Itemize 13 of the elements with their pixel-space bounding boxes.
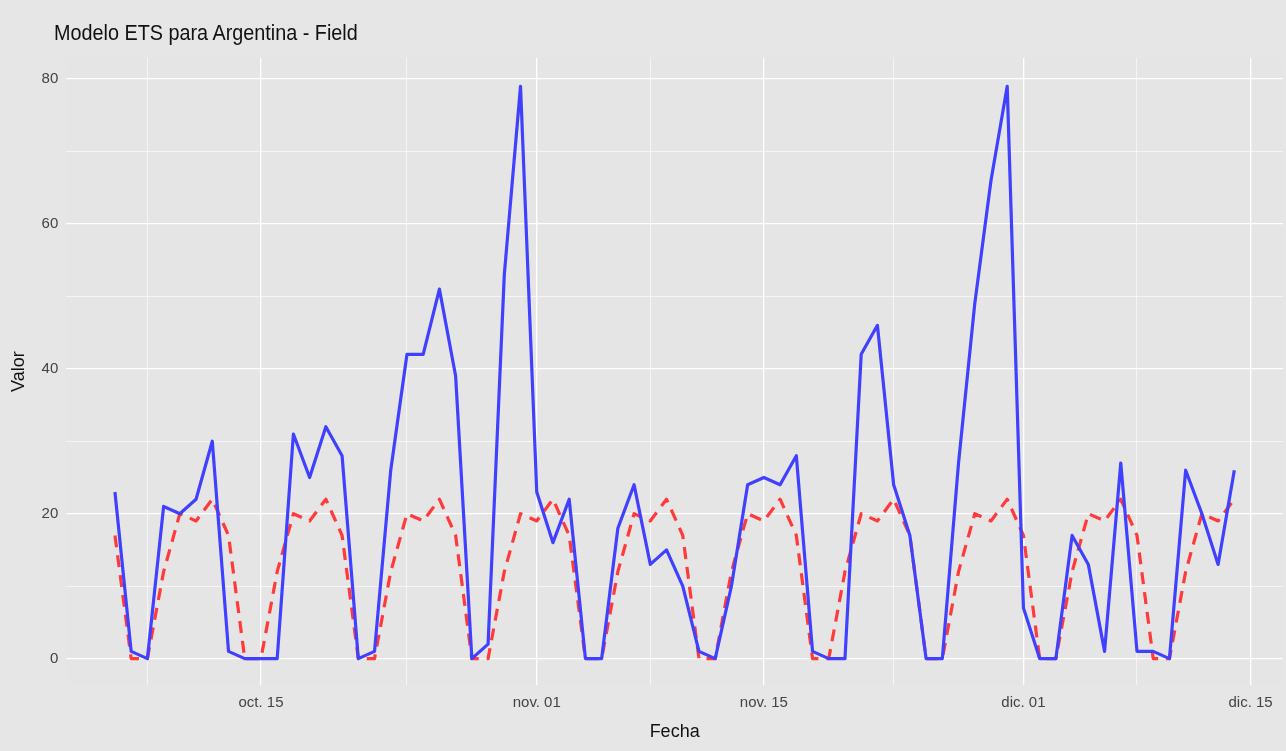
y-axis-title: Valor bbox=[7, 351, 28, 393]
y-tick-label: 80 bbox=[41, 69, 59, 87]
y-tick-label: 0 bbox=[49, 648, 59, 666]
x-axis-title: Fecha bbox=[649, 721, 701, 742]
x-tick-label: oct. 15 bbox=[238, 692, 284, 710]
x-tick-label: nov. 01 bbox=[512, 692, 561, 710]
x-tick-label: dic. 01 bbox=[1001, 692, 1046, 710]
y-tick-label: 20 bbox=[41, 503, 59, 521]
chart-title: Modelo ETS para Argentina - Field bbox=[54, 20, 358, 46]
x-tick-label: nov. 15 bbox=[739, 692, 788, 710]
x-tick-label: dic. 15 bbox=[1228, 692, 1273, 710]
y-tick-label: 40 bbox=[41, 358, 59, 376]
y-tick-label: 60 bbox=[41, 214, 59, 232]
